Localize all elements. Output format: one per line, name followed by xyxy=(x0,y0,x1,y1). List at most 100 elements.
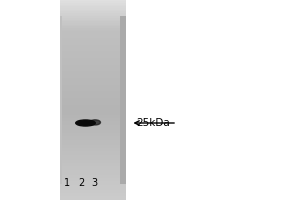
Bar xyxy=(60,68,126,70)
Bar xyxy=(60,96,126,98)
Bar xyxy=(60,15,126,17)
Bar xyxy=(60,161,126,163)
Bar xyxy=(60,90,126,92)
Bar xyxy=(60,141,126,143)
Bar xyxy=(60,100,126,102)
Bar xyxy=(60,53,126,55)
Bar xyxy=(60,70,126,72)
Bar xyxy=(60,30,126,32)
Bar xyxy=(60,10,126,12)
Bar xyxy=(120,16,126,184)
Bar xyxy=(60,173,126,175)
Bar xyxy=(60,0,126,2)
Bar xyxy=(60,118,126,120)
Text: 1: 1 xyxy=(64,178,70,188)
Bar xyxy=(60,58,126,60)
Bar xyxy=(60,80,126,82)
Bar xyxy=(60,165,126,167)
Bar xyxy=(60,110,126,112)
Text: 25kDa: 25kDa xyxy=(136,118,170,128)
Bar xyxy=(60,85,126,87)
Bar xyxy=(60,98,126,100)
Bar xyxy=(60,46,126,48)
Bar xyxy=(60,198,126,200)
Bar xyxy=(60,83,126,85)
Bar xyxy=(60,120,126,122)
Bar xyxy=(60,128,126,130)
Bar xyxy=(60,86,126,88)
Bar xyxy=(60,21,126,23)
Bar xyxy=(60,195,126,197)
Bar xyxy=(60,6,126,8)
Bar xyxy=(60,33,126,35)
Bar xyxy=(60,136,126,138)
Bar xyxy=(60,16,126,18)
Ellipse shape xyxy=(90,120,101,125)
Bar xyxy=(60,153,126,155)
Bar xyxy=(60,43,126,45)
Bar xyxy=(60,56,126,58)
Bar xyxy=(60,20,126,22)
Bar xyxy=(60,73,126,75)
Bar xyxy=(60,75,126,77)
Bar xyxy=(60,41,126,43)
Bar xyxy=(60,1,126,3)
Bar xyxy=(60,175,126,177)
Bar xyxy=(60,193,126,195)
Bar xyxy=(60,106,126,108)
Bar xyxy=(60,55,126,57)
Bar xyxy=(60,88,126,90)
Bar xyxy=(60,51,126,53)
Bar xyxy=(60,148,126,150)
Bar xyxy=(60,178,126,180)
Bar xyxy=(60,185,126,187)
Bar xyxy=(60,13,126,15)
Bar xyxy=(60,163,126,165)
Bar xyxy=(60,170,126,172)
Bar xyxy=(60,150,126,152)
Bar xyxy=(60,151,126,153)
Bar xyxy=(60,143,126,145)
Bar xyxy=(60,140,126,142)
Bar xyxy=(60,66,126,68)
Text: 2: 2 xyxy=(78,178,84,188)
Bar xyxy=(60,135,126,137)
Bar xyxy=(60,188,126,190)
Bar xyxy=(60,130,126,132)
Bar xyxy=(60,50,126,52)
Bar xyxy=(60,28,126,30)
Bar xyxy=(60,133,126,135)
Bar xyxy=(60,115,126,117)
Bar xyxy=(60,38,126,40)
Bar xyxy=(60,126,126,128)
Bar xyxy=(60,76,126,78)
Bar xyxy=(60,190,126,192)
Bar xyxy=(60,168,126,170)
Bar xyxy=(60,186,126,188)
Bar xyxy=(60,121,126,123)
Bar xyxy=(60,93,126,95)
Bar xyxy=(60,176,126,178)
Bar xyxy=(60,160,126,162)
Bar xyxy=(60,171,126,173)
Bar xyxy=(60,191,126,193)
Bar xyxy=(60,155,126,157)
Bar xyxy=(60,71,126,73)
Bar xyxy=(60,156,126,158)
Bar xyxy=(60,91,126,93)
Bar xyxy=(60,108,126,110)
Bar xyxy=(60,26,126,28)
Bar xyxy=(60,35,126,37)
Bar xyxy=(60,61,126,63)
Bar xyxy=(60,31,126,33)
Bar xyxy=(60,111,126,113)
Bar xyxy=(60,16,62,184)
Bar xyxy=(60,158,126,160)
Bar xyxy=(60,95,126,97)
Bar xyxy=(60,8,126,10)
Bar xyxy=(60,65,126,67)
Bar xyxy=(60,131,126,133)
Bar xyxy=(60,103,126,105)
Bar xyxy=(60,23,126,25)
Bar xyxy=(60,25,126,27)
